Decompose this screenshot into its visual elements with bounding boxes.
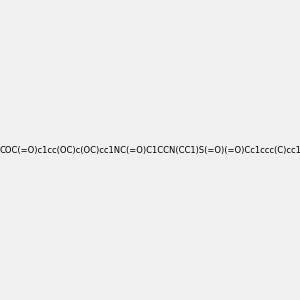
Text: COC(=O)c1cc(OC)c(OC)cc1NC(=O)C1CCN(CC1)S(=O)(=O)Cc1ccc(C)cc1: COC(=O)c1cc(OC)c(OC)cc1NC(=O)C1CCN(CC1)S… (0, 146, 300, 154)
